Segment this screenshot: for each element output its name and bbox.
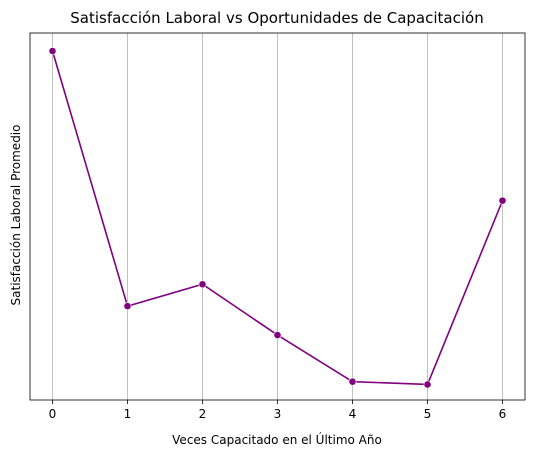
x-tick-label-0: 0 bbox=[49, 407, 57, 421]
data-point-0 bbox=[48, 47, 57, 55]
data-point-4 bbox=[348, 377, 357, 386]
y-axis-label: Satisfacción Laboral Promedio bbox=[9, 125, 23, 306]
data-point-6 bbox=[498, 196, 507, 205]
series-layer bbox=[48, 47, 507, 389]
x-axis-label: Veces Capacitado en el Último Año bbox=[172, 432, 382, 447]
chart-title: Satisfacción Laboral vs Oportunidades de… bbox=[70, 9, 483, 27]
axis-layer: 0 1 2 3 4 5 6 bbox=[29, 32, 526, 421]
data-point-5 bbox=[423, 380, 432, 389]
data-point-3 bbox=[273, 331, 282, 339]
data-point-2 bbox=[198, 280, 207, 289]
data-point-1 bbox=[123, 302, 132, 311]
x-tick-label-1: 1 bbox=[124, 407, 132, 421]
x-tick-label-5: 5 bbox=[424, 407, 432, 421]
x-tick-label-4: 4 bbox=[349, 407, 357, 421]
x-tick-label-6: 6 bbox=[499, 407, 507, 421]
grid-layer bbox=[52, 33, 503, 400]
x-tick-label-2: 2 bbox=[199, 407, 207, 421]
x-tick-label-3: 3 bbox=[274, 407, 282, 421]
